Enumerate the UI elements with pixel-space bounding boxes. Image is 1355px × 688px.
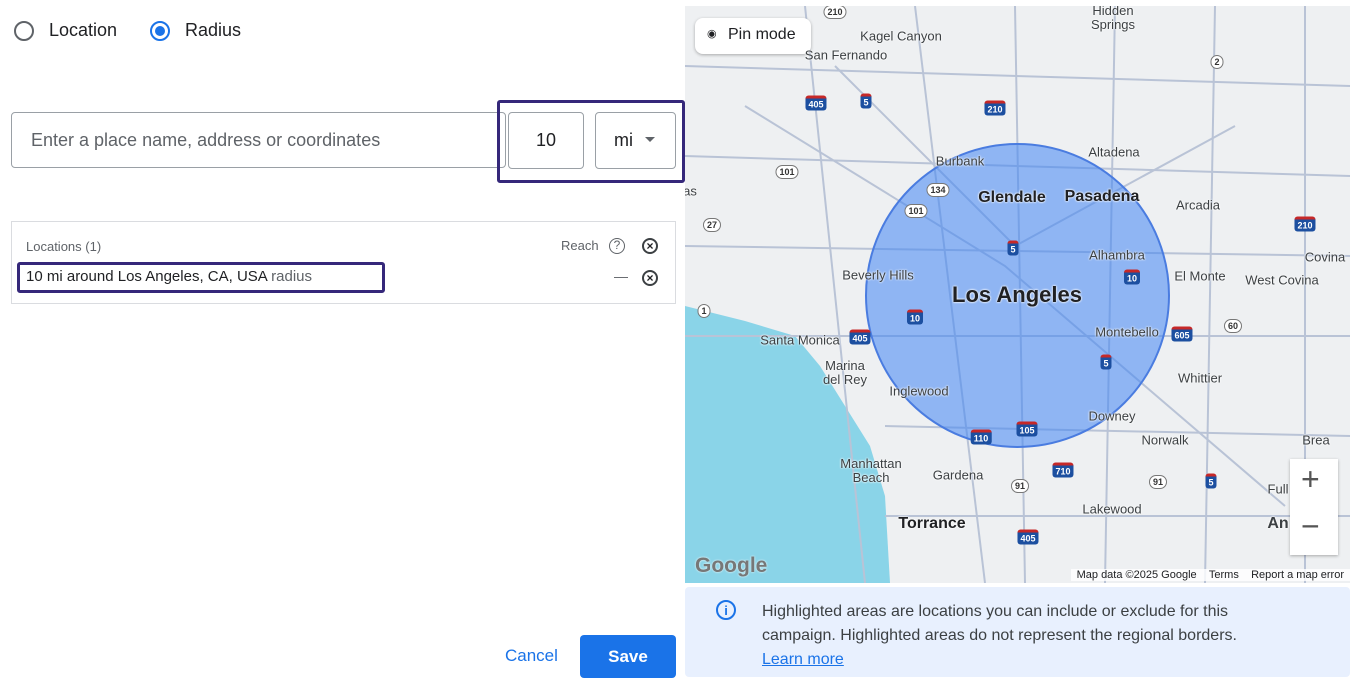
highway-shield: 405 xyxy=(1017,529,1039,545)
map-place-label: Gardena xyxy=(932,467,984,483)
highway-shield: 405 xyxy=(849,329,871,345)
map-place-label: Brea xyxy=(1302,432,1330,448)
map-place-label: Burbank xyxy=(935,153,985,169)
highway-shield: 27 xyxy=(702,218,722,232)
map-place-label: An xyxy=(1267,515,1289,532)
info-text: Highlighted areas are locations you can … xyxy=(762,600,1302,672)
radio-label[interactable]: Location xyxy=(49,20,118,40)
info-icon: i xyxy=(716,600,736,620)
pin-mode-button[interactable] xyxy=(695,18,811,54)
map-place-label: Marina del Rey xyxy=(822,358,868,387)
map-place-label: San Fernando xyxy=(804,47,888,63)
cancel-button[interactable]: Cancel xyxy=(505,646,558,665)
google-logo: Google xyxy=(695,554,768,577)
locations-panel xyxy=(11,221,676,304)
highway-shield: 405 xyxy=(805,95,827,111)
attribution: Map data ©2025 Google Terms Report a map… xyxy=(1070,569,1350,581)
highway-shield: 60 xyxy=(1223,319,1243,333)
map-place-label: Hidden Springs xyxy=(1090,6,1136,32)
search-placeholder: Enter a place name, address or coordinat… xyxy=(31,130,381,150)
map-place-label: Manhattan Beach xyxy=(840,456,902,485)
highway-shield: 2 xyxy=(1210,55,1224,69)
unit-select[interactable] xyxy=(595,112,676,169)
highway-shield: 5 xyxy=(860,93,872,109)
radio-label[interactable]: Radius xyxy=(185,20,242,40)
map-place-label: Full xyxy=(1267,481,1289,497)
highway-shield: 10 xyxy=(906,309,924,325)
map-place-label: Torrance xyxy=(898,515,966,532)
map-place-label: Los Angeles xyxy=(952,282,1082,307)
highlight-box xyxy=(497,100,685,183)
save-button[interactable]: Save xyxy=(580,635,676,678)
help-icon[interactable]: ? xyxy=(609,238,625,254)
map-place-label: Covina xyxy=(1304,249,1346,265)
highway-shield: 5 xyxy=(1100,354,1112,370)
terms-link[interactable]: Terms xyxy=(1208,569,1239,581)
highway-shield: 91 xyxy=(1010,479,1030,493)
highway-shield: 5 xyxy=(1205,473,1217,489)
location-text: 10 mi around Los Angeles, CA, USA xyxy=(26,268,267,285)
remove-icon[interactable]: × xyxy=(642,270,658,286)
map-place-label: Alhambra xyxy=(1089,247,1145,263)
map-place-label: Arcadia xyxy=(1175,197,1221,213)
highway-shield: 101 xyxy=(775,165,799,179)
learn-more-link[interactable]: Learn more xyxy=(762,651,844,668)
clear-all-icon[interactable]: × xyxy=(642,238,658,254)
highlight-box xyxy=(17,262,385,293)
map-data: Map data ©2025 Google xyxy=(1076,569,1197,581)
search-input[interactable] xyxy=(11,112,506,168)
reach-value: — xyxy=(614,268,628,284)
highway-shield: 91 xyxy=(1148,475,1168,489)
map-place-label: Norwalk xyxy=(1141,432,1189,448)
map-place-label: Pasadena xyxy=(1064,188,1140,205)
locations-header: Locations (1) xyxy=(26,239,102,254)
map-place-label: Inglewood xyxy=(889,383,949,399)
zoom-controls xyxy=(1290,459,1338,555)
highway-shield: 10 xyxy=(1123,269,1141,285)
map[interactable]: ◉ Pin mode + − Google Map data ©2025 Goo… xyxy=(685,6,1350,583)
radio-radius[interactable] xyxy=(150,21,170,41)
highway-shield: 210 xyxy=(823,6,847,19)
dropdown-caret xyxy=(645,137,655,142)
pin-icon: ◉ xyxy=(707,28,717,40)
zoom-in[interactable]: + xyxy=(1301,461,1320,497)
map-place-label: Glendale xyxy=(978,189,1046,206)
highway-shield: 105 xyxy=(1016,421,1038,437)
map-place-label: as xyxy=(685,183,697,199)
highway-shield: 210 xyxy=(984,100,1006,116)
map-place-label: El Monte xyxy=(1174,268,1226,284)
location-suffix: radius xyxy=(271,268,313,285)
map-place-label: Montebello xyxy=(1095,324,1159,340)
radius-circle xyxy=(865,143,1170,448)
map-place-label: Santa Monica xyxy=(760,332,840,348)
highway-shield: 1 xyxy=(697,304,711,318)
highway-shield: 110 xyxy=(970,429,992,445)
map-place-label: West Covina xyxy=(1245,272,1319,288)
highway-shield: 5 xyxy=(1007,240,1019,256)
map-place-label: Kagel Canyon xyxy=(860,28,942,44)
reach-label: Reach xyxy=(561,238,599,253)
map-place-label: Lakewood xyxy=(1082,501,1142,517)
highway-shield: 710 xyxy=(1052,462,1074,478)
info-box xyxy=(685,587,1350,677)
map-place-label: Beverly Hills xyxy=(842,267,914,283)
highway-shield: 134 xyxy=(926,183,950,197)
pin-mode-label: Pin mode xyxy=(728,26,796,43)
highway-shield: 605 xyxy=(1171,326,1193,342)
map-place-label: Downey xyxy=(1088,408,1136,424)
highway-shield: 210 xyxy=(1294,216,1316,232)
unit-value: mi xyxy=(614,130,633,150)
map-place-label: Whittier xyxy=(1177,370,1223,386)
report-link[interactable]: Report a map error xyxy=(1251,569,1344,581)
location-item: 10 mi around Los Angeles, CA, USA radius xyxy=(26,268,312,285)
radius-input[interactable]: 10 xyxy=(508,112,584,169)
zoom-out[interactable]: − xyxy=(1301,508,1320,544)
radio-location[interactable] xyxy=(14,21,34,41)
info-message: Highlighted areas are locations you can … xyxy=(762,603,1237,644)
map-place-label: Altadena xyxy=(1088,144,1140,160)
highway-shield: 101 xyxy=(904,204,928,218)
